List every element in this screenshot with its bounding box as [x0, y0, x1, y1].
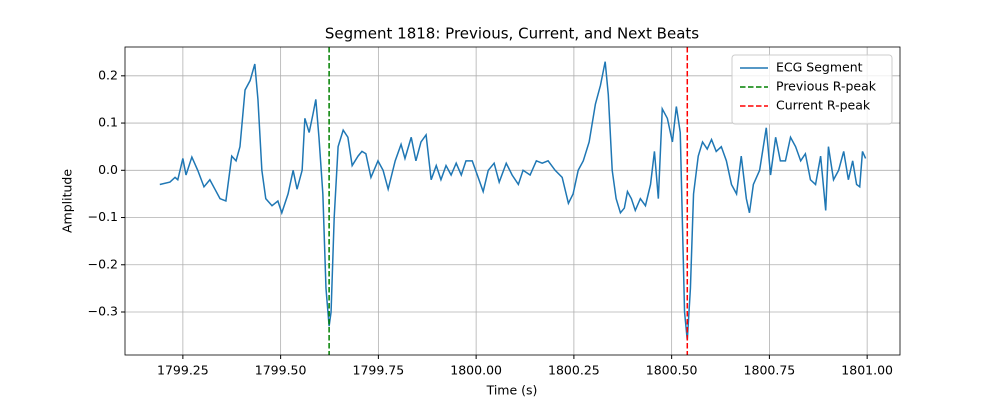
x-tick-label: 1801.00 [841, 363, 893, 378]
plot-frame [124, 46, 901, 356]
y-tick-label: 0.0 [98, 162, 118, 177]
x-tick-label: 1799.25 [157, 363, 209, 378]
x-tick-label: 1799.75 [353, 363, 405, 378]
legend-label: Current R-peak [776, 98, 871, 113]
y-tick-label: −0.1 [88, 209, 118, 224]
y-tick-label: −0.2 [88, 256, 118, 271]
chart-title: Segment 1818: Previous, Current, and Nex… [325, 25, 699, 43]
y-tick-label: 0.2 [98, 67, 118, 82]
x-tick-label: 1800.75 [744, 363, 796, 378]
y-tick-label: −0.3 [88, 304, 118, 319]
data-line [159, 61, 867, 341]
x-axis-label: Time (s) [486, 383, 538, 398]
x-tick-label: 1799.50 [255, 363, 307, 378]
x-tick-label: 1800.25 [548, 363, 600, 378]
legend-label: ECG Segment [776, 60, 863, 75]
y-axis-label: Amplitude [60, 169, 75, 233]
x-tick-label: 1800.50 [646, 363, 698, 378]
legend-label: Previous R-peak [776, 79, 877, 94]
x-tick-label: 1800.00 [450, 363, 502, 378]
y-tick-label: 0.1 [98, 115, 118, 130]
legend-box [731, 54, 893, 125]
